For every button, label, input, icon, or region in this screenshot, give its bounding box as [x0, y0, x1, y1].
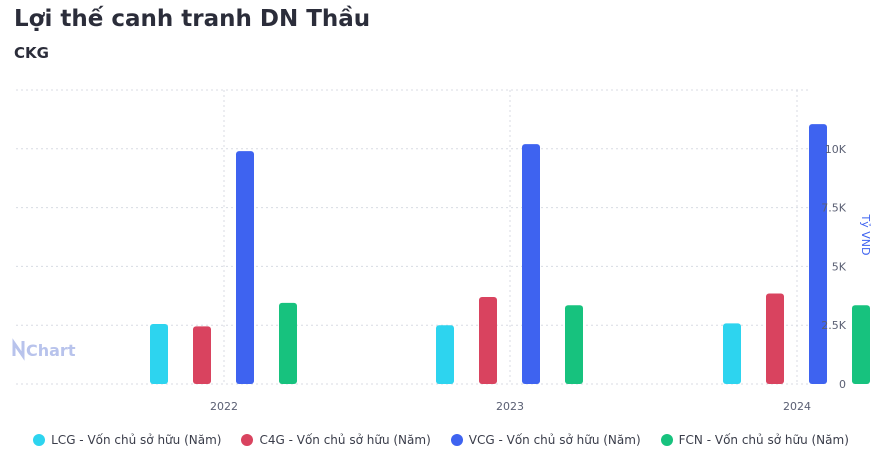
y-tick-label: 7.5K — [821, 202, 846, 215]
legend-item[interactable]: FCN - Vốn chủ sở hữu (Năm) — [660, 433, 849, 447]
bar-fcn-2024[interactable] — [852, 305, 870, 384]
bar-lcg-2022[interactable] — [150, 324, 168, 384]
legend-dot-icon — [33, 434, 46, 446]
y-tick-label: 2.5K — [821, 319, 846, 332]
bar-c4g-2023[interactable] — [479, 296, 497, 384]
bar-lcg-2024[interactable] — [723, 323, 741, 384]
legend-label: C4G - Vốn chủ sở hữu (Năm) — [259, 433, 431, 447]
bar-fcn-2022[interactable] — [279, 302, 297, 384]
legend-label: VCG - Vốn chủ sở hữu (Năm) — [468, 433, 641, 447]
chart-title: Lợi thế canh tranh DN Thầu — [14, 6, 371, 32]
grid-lines — [16, 89, 810, 385]
legend-dot-icon — [450, 434, 463, 446]
x-tick-label: 2023 — [496, 400, 524, 413]
legend-label: FCN - Vốn chủ sở hữu (Năm) — [678, 433, 849, 447]
legend-dot-icon — [241, 434, 254, 446]
y-tick-label: 5K — [832, 260, 847, 273]
y-axis-ticks: 0 2.5K 5K 7.5K 10K — [821, 143, 846, 391]
legend-item[interactable]: LCG - Vốn chủ sở hữu (Năm) — [33, 433, 221, 447]
bar-vcg-2024[interactable] — [809, 124, 827, 384]
legend-label: LCG - Vốn chủ sở hữu (Năm) — [51, 433, 222, 447]
bar-c4g-2022[interactable] — [193, 326, 211, 384]
watermark-logo: Chart — [12, 338, 76, 361]
y-tick-label: 10K — [825, 143, 847, 156]
bar-vcg-2022[interactable] — [236, 151, 254, 384]
bar-lcg-2023[interactable] — [436, 325, 454, 384]
bar-chart: Chart 2022 2023 2024 0 2.5K 5K 7.5K 10K Tỷ VND — [12, 89, 872, 413]
legend: LCG - Vốn chủ sở hữu (Năm) C4G - Vốn chủ … — [0, 433, 882, 447]
legend-item[interactable]: C4G - Vốn chủ sở hữu (Năm) — [241, 433, 431, 447]
bar-fcn-2023[interactable] — [565, 305, 583, 384]
x-axis-ticks: 2022 2023 2024 — [210, 400, 811, 413]
watermark-text: Chart — [26, 341, 76, 360]
chart-logo-icon — [12, 338, 25, 361]
y-axis-label: Tỷ VND — [859, 214, 872, 256]
legend-item[interactable]: VCG - Vốn chủ sở hữu (Năm) — [450, 433, 641, 447]
x-tick-label: 2022 — [210, 400, 238, 413]
bar-c4g-2024[interactable] — [766, 293, 784, 384]
legend-dot-icon — [660, 434, 673, 446]
bars — [150, 124, 870, 384]
x-tick-label: 2024 — [783, 400, 811, 413]
chart-subtitle: CKG — [14, 44, 49, 62]
y-tick-label: 0 — [839, 378, 846, 391]
bar-vcg-2023[interactable] — [522, 144, 540, 384]
